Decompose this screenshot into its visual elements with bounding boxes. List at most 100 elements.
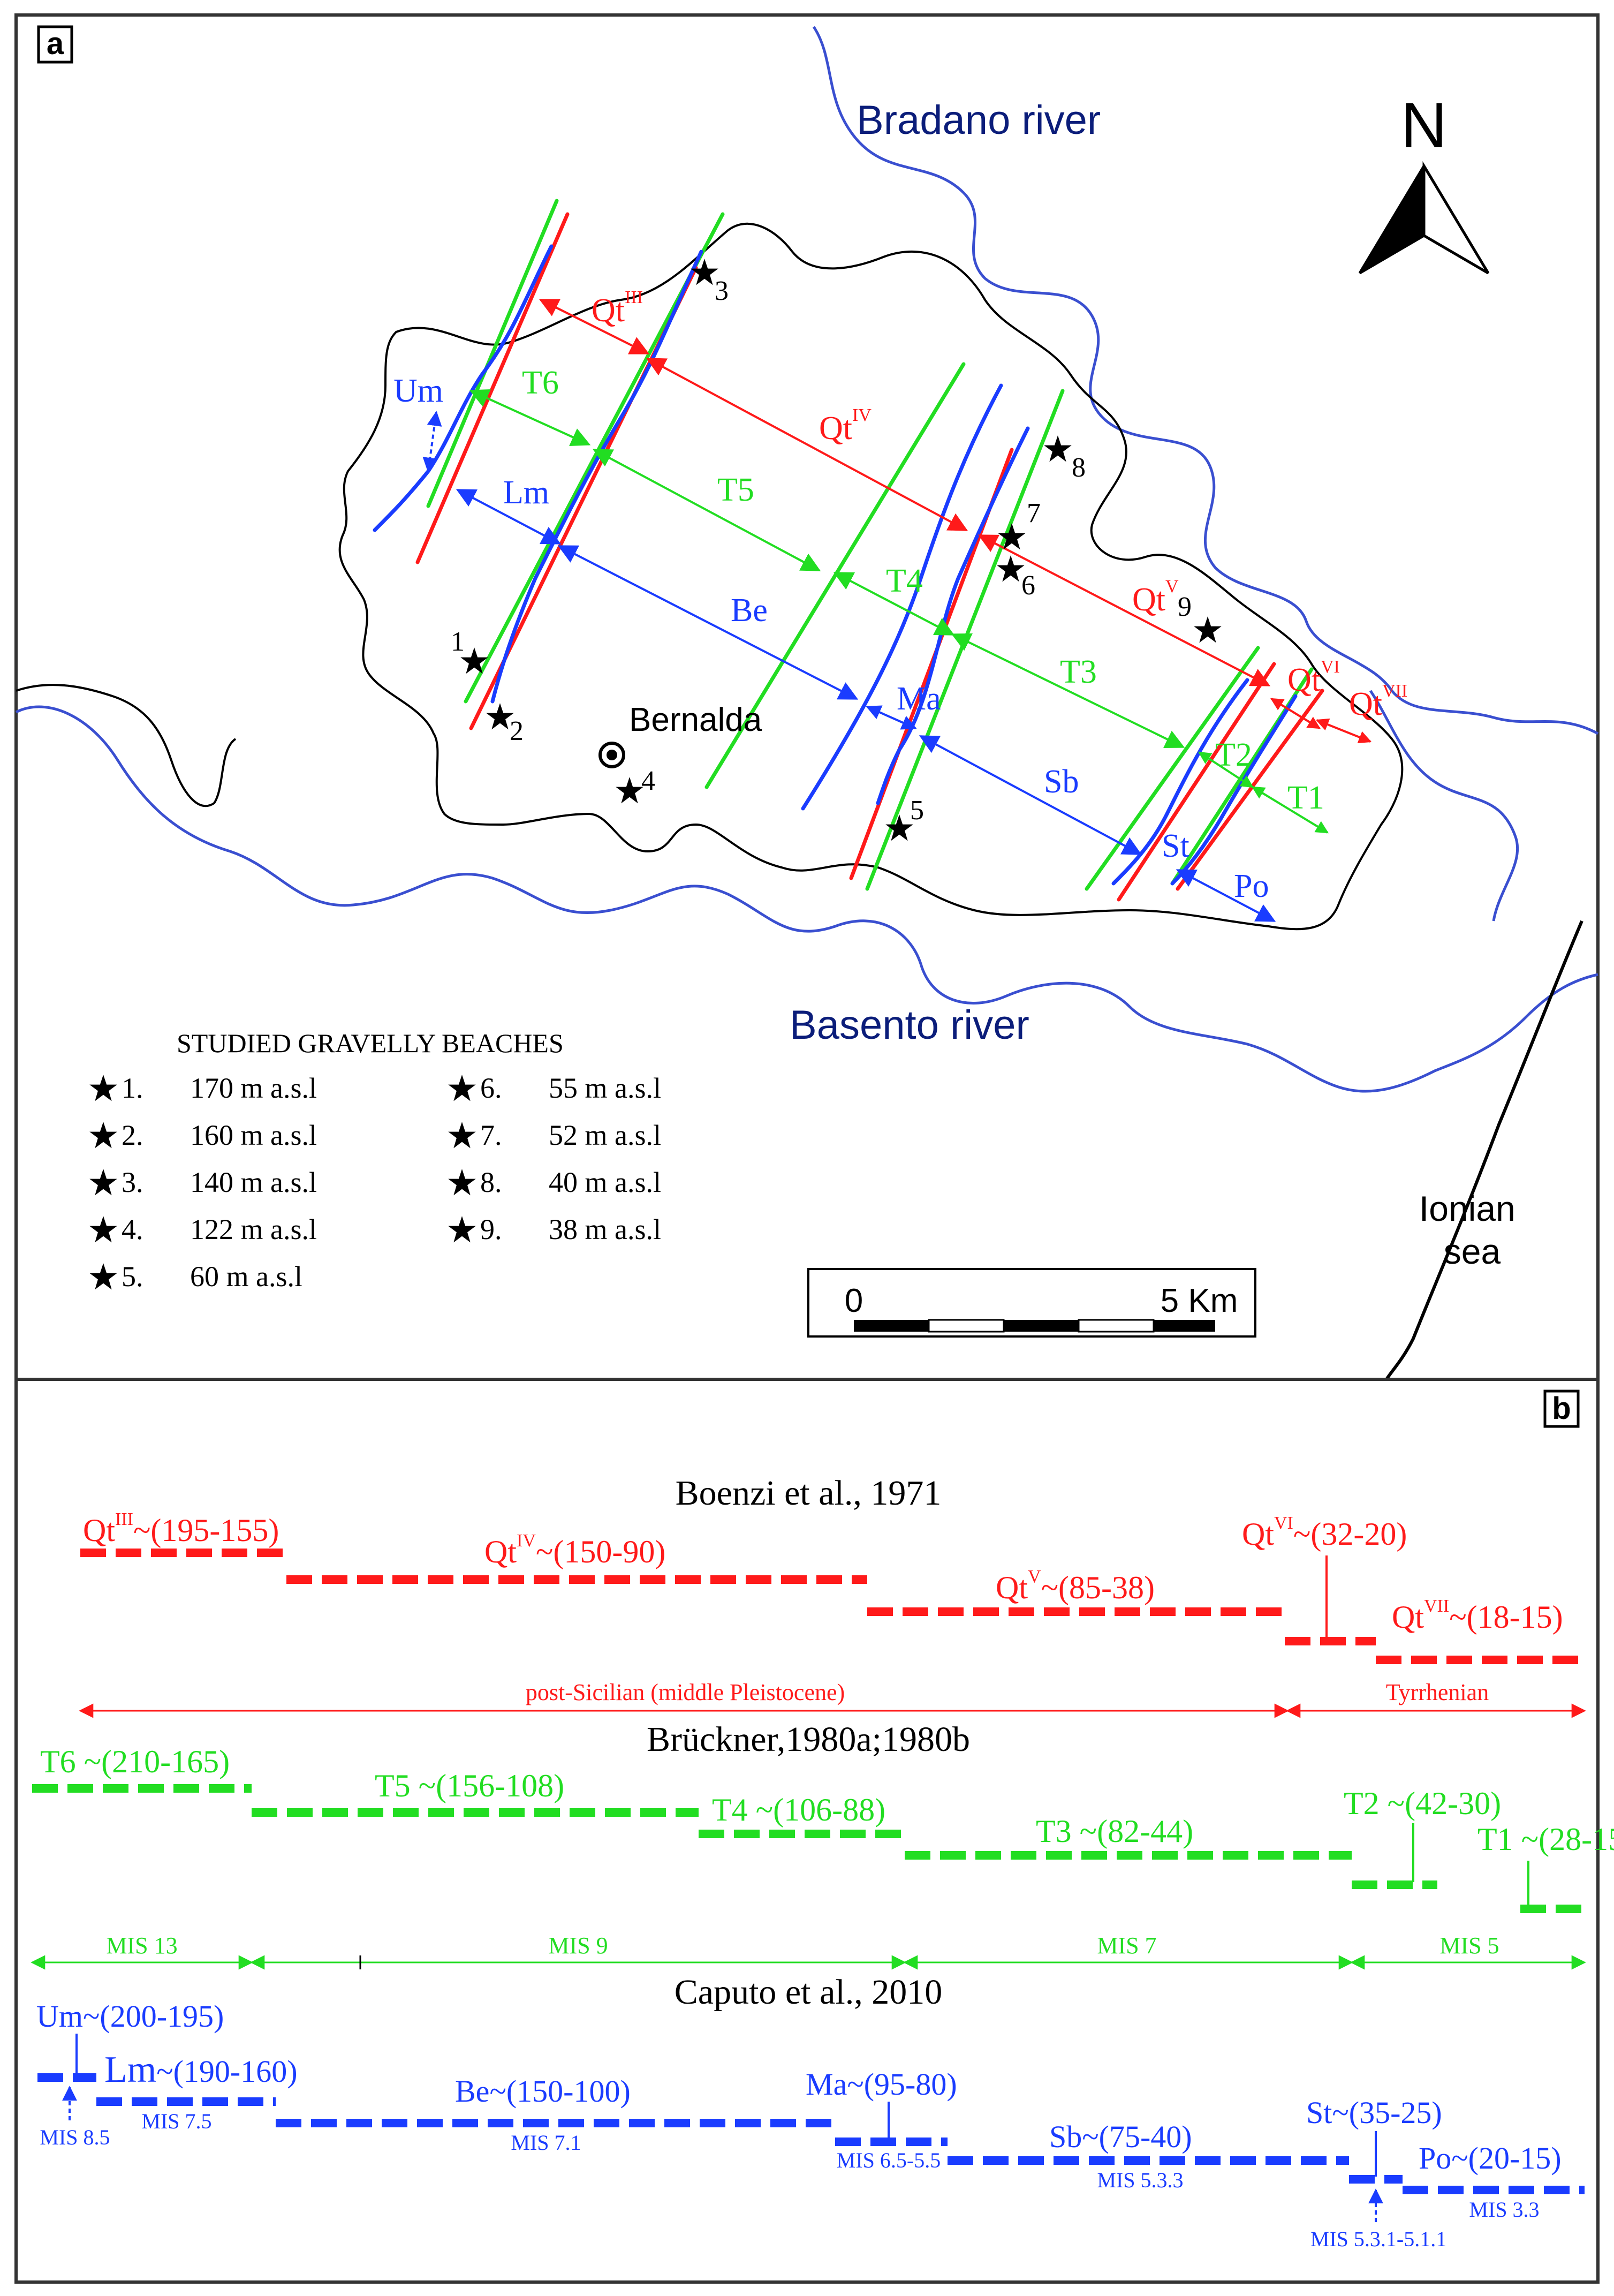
map-label-lm: Lm xyxy=(503,474,549,511)
bruckner-label-t5: T5 ~(156-108) xyxy=(375,1768,564,1803)
site-star-6 xyxy=(997,555,1025,582)
panel-a-label-box xyxy=(37,25,73,64)
site-number-3: 3 xyxy=(715,276,729,306)
site-number-1: 1 xyxy=(451,626,465,657)
site-number-8: 8 xyxy=(1072,452,1086,483)
site-number-6: 6 xyxy=(1021,570,1035,601)
caputo-mis-5-3-1: MIS 5.3.1-5.1.1 xyxy=(1310,2227,1446,2251)
boenzi-label-qt3: QtIII~(195-155) xyxy=(83,1509,279,1548)
blue-line-um xyxy=(373,244,554,532)
caputo-label-st: St~(35-25) xyxy=(1306,2095,1442,2130)
legend-star-9 xyxy=(448,1216,476,1243)
boenzi-label-qt4: QtIV~(150-90) xyxy=(484,1531,665,1569)
arrow-sb xyxy=(919,735,1142,855)
sea-label-line2: sea xyxy=(1444,1232,1501,1271)
legend-elevation-4: 122 m a.s.l xyxy=(190,1213,317,1245)
legend-star-1 xyxy=(89,1075,117,1101)
caputo-title: Caputo et al., 2010 xyxy=(675,1973,942,2012)
panel-b-label: b xyxy=(1552,1391,1571,1426)
site-number-2: 2 xyxy=(510,716,524,746)
legend-star-2 xyxy=(89,1122,117,1149)
legend-star-4 xyxy=(89,1216,117,1243)
site-number-4: 4 xyxy=(641,766,655,796)
site-star-9 xyxy=(1194,616,1222,643)
boenzi-bars xyxy=(80,1549,1585,1664)
terrace-lines xyxy=(373,199,1324,902)
arrow-t2 xyxy=(1198,751,1254,788)
map-label-st: St xyxy=(1162,828,1189,864)
bradano-mouth xyxy=(1369,690,1519,922)
legend-elevation-5: 60 m a.s.l xyxy=(190,1260,302,1293)
bruckner-label-t2: T2 ~(42-30) xyxy=(1344,1786,1501,1821)
legend-number-4: 4. xyxy=(122,1213,143,1245)
boenzi-label-qt7: QtVII~(18-15) xyxy=(1392,1596,1563,1635)
legend: STUDIED GRAVELLY BEACHES 1. 170 m a.s.l 2.… xyxy=(89,1028,661,1293)
legend-elevation-2: 160 m a.s.l xyxy=(190,1119,317,1151)
map-label-qt6: QtVI xyxy=(1287,657,1340,698)
arrow-qt7 xyxy=(1315,718,1372,744)
map-label-qt4: QtIV xyxy=(819,405,872,447)
blue-line-lm xyxy=(490,250,703,704)
arrow-be xyxy=(557,545,859,700)
boenzi-title: Boenzi et al., 1971 xyxy=(676,1474,942,1513)
caputo-label-lm: Lm~(190-160) xyxy=(104,2049,298,2090)
map-label-qt5: QtV xyxy=(1132,577,1179,618)
legend-star-7 xyxy=(448,1122,476,1149)
arrow-qt3 xyxy=(539,299,650,354)
caputo-label-po: Po~(20-15) xyxy=(1419,2141,1562,2176)
map-label-t4: T4 xyxy=(886,563,923,599)
blue-line-st xyxy=(1111,678,1249,886)
legend-number-7: 7. xyxy=(480,1119,502,1151)
bruckner-mis-9: MIS 9 xyxy=(548,1932,608,1959)
map-label-t5: T5 xyxy=(717,472,754,508)
caputo-mis-8-5: MIS 8.5 xyxy=(40,2125,110,2149)
blue-line-po xyxy=(1170,694,1298,886)
map-label-po: Po xyxy=(1234,868,1269,904)
scale-segment-1 xyxy=(854,1320,929,1332)
bruckner-label-t1: T1 ~(28-15) xyxy=(1477,1822,1614,1857)
caputo-mis-7-5: MIS 7.5 xyxy=(141,2109,211,2133)
legend-elevation-9: 38 m a.s.l xyxy=(549,1213,661,1245)
legend-elevation-1: 170 m a.s.l xyxy=(190,1072,317,1104)
bruckner-title: Brückner,1980a;1980b xyxy=(647,1720,970,1759)
site-star-4 xyxy=(616,777,643,804)
map-label-sb: Sb xyxy=(1044,764,1079,800)
bruckner-label-t3: T3 ~(82-44) xyxy=(1036,1814,1193,1849)
caputo-mis-6-5-5-5: MIS 6.5-5.5 xyxy=(837,2148,941,2172)
bradano-river xyxy=(812,26,1599,735)
map-label-um: Um xyxy=(393,373,443,409)
outline-west-spur xyxy=(16,684,237,807)
arrow-t6 xyxy=(469,389,591,446)
arrow-po xyxy=(1176,869,1276,922)
site-number-9: 9 xyxy=(1178,592,1192,622)
legend-elevation-8: 40 m a.s.l xyxy=(549,1166,661,1198)
north-label: N xyxy=(1401,89,1448,161)
boenzi-period-tyrrhenian: Tyrrhenian xyxy=(1386,1679,1489,1705)
sea-label-line1: Ionian xyxy=(1419,1189,1516,1228)
bruckner-label-t6: T6 ~(210-165) xyxy=(40,1744,230,1779)
legend-number-6: 6. xyxy=(480,1072,502,1104)
legend-number-8: 8. xyxy=(480,1166,502,1198)
legend-number-2: 2. xyxy=(122,1119,143,1151)
green-line-t6-west xyxy=(426,199,559,508)
basento-river xyxy=(15,705,1598,1093)
caputo-mis-5-3-3: MIS 5.3.3 xyxy=(1097,2168,1183,2192)
north-arrow-outline xyxy=(1358,163,1490,275)
red-line-west xyxy=(415,212,570,564)
legend-title: STUDIED GRAVELLY BEACHES xyxy=(177,1028,564,1058)
caputo-label-ma: Ma~(95-80) xyxy=(806,2067,957,2102)
legend-elevation-6: 55 m a.s.l xyxy=(549,1072,661,1104)
legend-elevation-3: 140 m a.s.l xyxy=(190,1166,317,1198)
arrow-t1 xyxy=(1251,786,1329,834)
panel-b: b Boenzi et al., 1971 QtIII~(195-155) Qt… xyxy=(14,1378,1614,2284)
scale-segment-3 xyxy=(1004,1320,1079,1332)
site-star-8 xyxy=(1044,435,1072,462)
map-label-t3: T3 xyxy=(1060,654,1097,690)
scale-start-label: 0 xyxy=(845,1282,863,1319)
legend-number-3: 3. xyxy=(122,1166,143,1198)
red-line-qt6 xyxy=(1117,662,1276,902)
legend-star-8 xyxy=(448,1169,476,1196)
scale-end-label: 5 Km xyxy=(1161,1282,1238,1319)
study-area-outline xyxy=(338,222,1404,931)
